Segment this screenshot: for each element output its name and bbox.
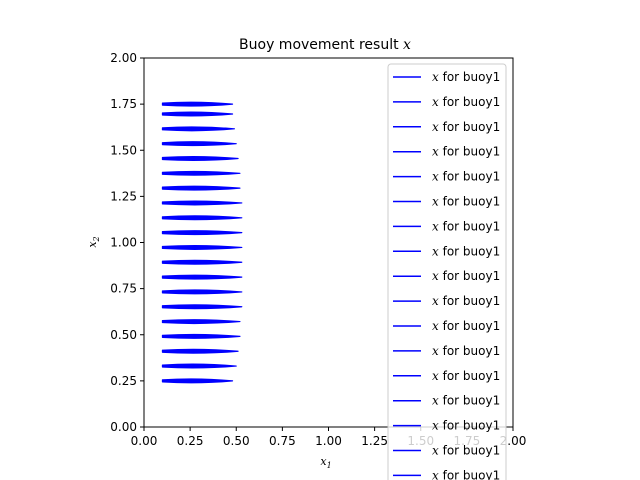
legend-entry-label: x for buoy1 xyxy=(432,219,500,233)
legend-entry-label: x for buoy1 xyxy=(432,419,500,433)
legend-entry-label: x for buoy1 xyxy=(432,70,500,84)
y-tick-label: 1.75 xyxy=(110,97,137,111)
y-tick-label: 0.25 xyxy=(110,374,137,388)
y-tick-label: 1.50 xyxy=(110,143,137,157)
legend-entry-label: x for buoy1 xyxy=(432,369,500,383)
chart-title: Buoy movement result x xyxy=(239,37,411,53)
legend-entry-label: x for buoy1 xyxy=(432,120,500,134)
legend-entry-label: x for buoy1 xyxy=(432,269,500,283)
buoy-trajectory-15 xyxy=(161,170,241,176)
buoy-trajectory-5 xyxy=(161,319,241,325)
buoy-trajectory-18 xyxy=(161,126,236,132)
y-tick-label: 1.00 xyxy=(110,236,137,250)
legend-entry-label: x for buoy1 xyxy=(432,95,500,109)
legend-entry-label: x for buoy1 xyxy=(432,444,500,458)
buoy-trajectory-10 xyxy=(161,244,243,250)
x-tick-label: 0.25 xyxy=(177,434,204,448)
buoy-trajectory-2 xyxy=(161,363,237,369)
buoy-trajectory-13 xyxy=(161,200,243,206)
legend-entry-label: x for buoy1 xyxy=(432,394,500,408)
legend-entry-label: x for buoy1 xyxy=(432,344,500,358)
series-layer xyxy=(161,101,243,384)
buoy-trajectory-14 xyxy=(161,185,241,191)
buoy-trajectory-3 xyxy=(161,348,239,354)
legend: x for buoy1 x for buoy1 x for buoy1 x for b… xyxy=(387,63,507,480)
chart-title-variable: x xyxy=(403,37,411,53)
legend-entry-label: x for buoy1 xyxy=(432,294,500,308)
buoy-trajectory-9 xyxy=(161,259,243,265)
y-tick-label: 1.25 xyxy=(110,189,137,203)
legend-entry-label: x for buoy1 xyxy=(432,145,500,159)
buoy-trajectory-8 xyxy=(161,274,243,280)
buoy-trajectory-1 xyxy=(161,378,234,384)
y-tick-label: 2.00 xyxy=(110,51,137,65)
y-tick-label: 0.50 xyxy=(110,328,137,342)
y-tick-label: 0.75 xyxy=(110,282,137,296)
y-axis: 0.00 0.25 0.50 0.75 1.00 1.25 1.50 1.75 2.00 xyxy=(110,51,144,434)
legend-entry-label: x for buoy1 xyxy=(432,170,500,184)
x-tick-label: 0.75 xyxy=(269,434,296,448)
legend-entry-label: x for buoy1 xyxy=(432,195,500,209)
buoy-trajectory-12 xyxy=(161,215,243,221)
x-tick-label: 1.00 xyxy=(315,434,342,448)
x-axis-label: x1 xyxy=(320,455,331,470)
buoy-trajectory-7 xyxy=(161,289,243,295)
buoy-trajectory-11 xyxy=(161,230,243,236)
legend-entry-label: x for buoy1 xyxy=(432,468,500,480)
buoy-trajectory-4 xyxy=(161,333,241,339)
x-tick-label: 0.50 xyxy=(223,434,250,448)
y-tick-label: 0.00 xyxy=(110,420,137,434)
buoy-trajectory-17 xyxy=(161,141,237,147)
buoy-trajectory-20 xyxy=(161,101,234,107)
y-axis-label: x2 xyxy=(86,236,101,247)
buoy-trajectory-19 xyxy=(161,111,234,117)
legend-entry-label: x for buoy1 xyxy=(432,319,500,333)
legend-entry-label: x for buoy1 xyxy=(432,244,500,258)
buoy-trajectory-16 xyxy=(161,155,239,161)
x-tick-label: 0.00 xyxy=(131,434,158,448)
buoy-trajectory-6 xyxy=(161,304,243,310)
x-tick-label: 1.25 xyxy=(361,434,388,448)
